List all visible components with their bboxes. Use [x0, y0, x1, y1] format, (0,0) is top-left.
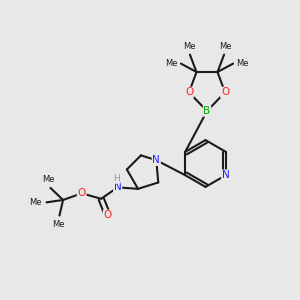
Text: Me: Me: [52, 220, 65, 229]
Text: O: O: [221, 87, 229, 98]
Text: N: N: [152, 155, 160, 165]
Text: N: N: [222, 170, 230, 180]
Text: Me: Me: [219, 42, 231, 51]
Text: O: O: [103, 210, 112, 220]
Text: Me: Me: [183, 42, 195, 51]
Text: Me: Me: [165, 58, 178, 68]
Text: Me: Me: [42, 175, 54, 184]
Text: B: B: [203, 106, 211, 116]
Text: H: H: [113, 175, 120, 184]
Text: O: O: [77, 188, 86, 198]
Text: N: N: [114, 182, 122, 192]
Text: O: O: [185, 87, 193, 98]
Text: Me: Me: [29, 198, 42, 207]
Text: Me: Me: [236, 58, 249, 68]
